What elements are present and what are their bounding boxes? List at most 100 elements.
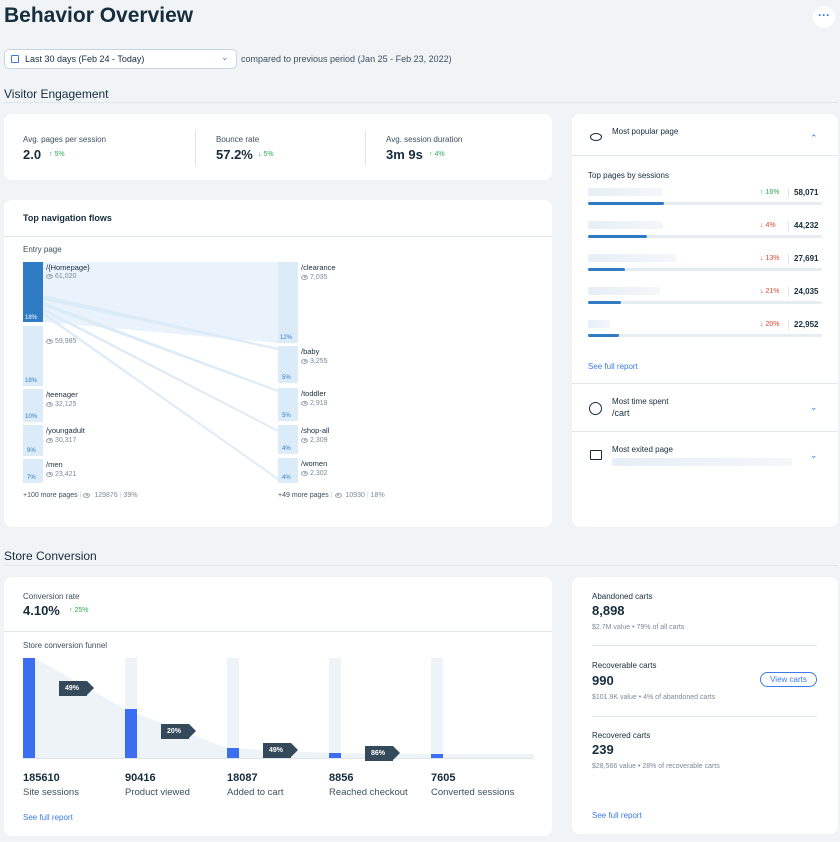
clock-icon — [589, 402, 602, 415]
funnel-rate-tag: 49% — [263, 743, 298, 758]
entry-block[interactable] — [23, 389, 43, 422]
funnel-bar — [329, 753, 341, 758]
kpi-change: ↓ 5% — [258, 151, 274, 158]
funnel-title: Store conversion funnel — [23, 641, 108, 650]
page-name-redacted — [588, 320, 610, 328]
popular-row-bar — [588, 202, 664, 205]
abandoned-title: Abandoned carts — [592, 592, 653, 601]
funnel-rate-tag: 20% — [161, 724, 196, 739]
funnel-step-value: 7605 — [431, 772, 456, 784]
funnel-column[interactable] — [431, 658, 443, 758]
recovered-sub: $28,566 value • 28% of recoverable carts — [592, 763, 720, 770]
eye-icon — [46, 338, 53, 344]
calendar-icon — [11, 55, 19, 63]
funnel-bar — [227, 748, 239, 758]
next-page-count: 2,302 — [301, 470, 328, 477]
popular-row[interactable]: ↓ 4% 44,232 — [572, 219, 838, 249]
entry-more-pages[interactable]: +100 more pages | 129876 | 39% — [23, 492, 138, 499]
eye-icon — [46, 437, 53, 443]
more-actions-button[interactable]: ··· — [813, 6, 835, 28]
next-page-count: 2,918 — [301, 400, 328, 407]
chevron-up-icon[interactable]: ⌃ — [810, 133, 818, 143]
page-name-redacted — [588, 188, 663, 196]
eye-icon — [301, 470, 308, 476]
carts-card: Abandoned carts 8,898 $2.7M value • 79% … — [572, 577, 838, 834]
date-range-value: Last 30 days (Feb 24 - Today) — [25, 54, 145, 64]
kpi-value: 57.2% — [216, 147, 253, 162]
view-carts-button[interactable]: View carts — [760, 672, 817, 687]
funnel-step-label: Converted sessions — [431, 787, 515, 798]
popular-row-bar — [588, 334, 619, 337]
kpi-label: Avg. pages per session — [23, 135, 107, 144]
popular-row-value: 24,035 — [794, 287, 819, 296]
popular-row[interactable]: ↓ 20% 22,952 — [572, 318, 838, 348]
carts-see-full-report[interactable]: See full report — [592, 811, 642, 820]
recoverable-title: Recoverable carts — [592, 661, 657, 670]
entry-page-label: Entry page — [23, 245, 62, 254]
eye-icon — [301, 274, 308, 280]
entry-page-name: /youngadult — [46, 426, 85, 435]
popular-row[interactable]: ↓ 13% 27,691 — [572, 252, 838, 282]
entry-page-count: 32,125 — [46, 401, 76, 408]
funnel-step-value: 18087 — [227, 772, 258, 784]
popular-row-value: 58,071 — [794, 188, 819, 197]
funnel-step-label: Product viewed — [125, 787, 190, 798]
exited-title: Most exited page — [612, 445, 673, 454]
next-block[interactable] — [278, 262, 298, 343]
popular-row-bar — [588, 235, 647, 238]
section-title-store-conversion: Store Conversion — [4, 549, 97, 563]
kpi-label: Bounce rate — [216, 135, 260, 144]
date-range-dropdown[interactable]: Last 30 days (Feb 24 - Today) ⌄ — [4, 49, 237, 69]
popular-row-value: 27,691 — [794, 254, 819, 263]
funnel-see-full-report[interactable]: See full report — [23, 813, 73, 822]
entry-page-name: /men — [46, 460, 63, 469]
abandoned-value: 8,898 — [592, 603, 625, 618]
next-page-count: 2,309 — [301, 437, 328, 444]
popular-see-full-report[interactable]: See full report — [588, 362, 638, 371]
funnel-rate-tag: 49% — [59, 681, 94, 696]
popular-subtitle: Top pages by sessions — [588, 171, 669, 180]
popular-row[interactable]: ↑ 16% 58,071 — [572, 186, 838, 216]
next-page-name: /women — [301, 459, 328, 468]
popular-row-change: ↓ 20% — [760, 321, 780, 328]
entry-block[interactable] — [23, 326, 43, 386]
eye-icon — [46, 471, 53, 477]
popular-row-change: ↓ 13% — [760, 255, 780, 262]
store-conversion-card: Conversion rate 4.10% ↑ 25% Store conver… — [4, 577, 552, 836]
next-page-name: /baby — [301, 347, 320, 356]
next-block[interactable] — [278, 458, 298, 483]
kpi-label: Avg. session duration — [386, 135, 463, 144]
eye-icon — [46, 401, 53, 407]
entry-page-count: 30,317 — [46, 437, 76, 444]
popular-row[interactable]: ↓ 21% 24,035 — [572, 285, 838, 315]
next-block[interactable] — [278, 388, 298, 421]
recoverable-value: 990 — [592, 673, 614, 688]
page-name-redacted — [588, 254, 676, 262]
entry-page-name: /teenager — [46, 390, 78, 399]
eye-icon — [46, 273, 53, 279]
funnel-column[interactable] — [227, 658, 239, 758]
entry-block[interactable] — [23, 459, 43, 483]
section-title-visitor-engagement: Visitor Engagement — [4, 87, 109, 101]
eye-icon — [301, 437, 308, 443]
funnel-column[interactable] — [329, 658, 341, 758]
kpi-change: ↑ 4% — [429, 151, 445, 158]
next-block[interactable] — [278, 425, 298, 454]
popular-row-value: 22,952 — [794, 320, 819, 329]
next-more-pages[interactable]: +49 more pages | 10930 | 18% — [278, 492, 385, 499]
entry-block[interactable] — [23, 262, 43, 322]
next-block[interactable] — [278, 346, 298, 383]
more-horizontal-icon: ··· — [818, 8, 830, 22]
eye-icon — [590, 133, 602, 141]
popular-row-change: ↑ 16% — [760, 189, 780, 196]
chevron-down-icon[interactable]: ⌄ — [810, 450, 818, 460]
funnel-bar — [125, 709, 137, 758]
funnel-step-value: 8856 — [329, 772, 354, 784]
chevron-down-icon[interactable]: ⌄ — [810, 402, 818, 412]
funnel-area — [23, 658, 534, 759]
next-page-count: 3,255 — [301, 358, 328, 365]
nav-flows-title: Top navigation flows — [23, 213, 112, 223]
time-spent-value: /cart — [612, 408, 630, 418]
kpi-value: 3m 9s — [386, 147, 423, 162]
entry-block[interactable] — [23, 425, 43, 456]
